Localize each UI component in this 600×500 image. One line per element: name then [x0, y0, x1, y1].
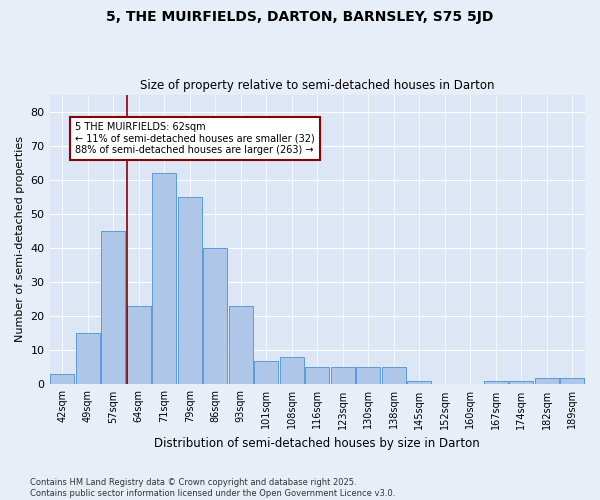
- Bar: [280, 357, 304, 384]
- Bar: [152, 173, 176, 384]
- Text: Contains HM Land Registry data © Crown copyright and database right 2025.
Contai: Contains HM Land Registry data © Crown c…: [30, 478, 395, 498]
- Bar: [560, 378, 584, 384]
- Bar: [484, 381, 508, 384]
- Title: Size of property relative to semi-detached houses in Darton: Size of property relative to semi-detach…: [140, 79, 494, 92]
- Bar: [305, 368, 329, 384]
- Bar: [101, 231, 125, 384]
- Bar: [254, 360, 278, 384]
- Text: 5, THE MUIRFIELDS, DARTON, BARNSLEY, S75 5JD: 5, THE MUIRFIELDS, DARTON, BARNSLEY, S75…: [106, 10, 494, 24]
- Bar: [203, 248, 227, 384]
- Bar: [535, 378, 559, 384]
- Bar: [407, 381, 431, 384]
- Bar: [178, 197, 202, 384]
- Bar: [229, 306, 253, 384]
- Text: 5 THE MUIRFIELDS: 62sqm
← 11% of semi-detached houses are smaller (32)
88% of se: 5 THE MUIRFIELDS: 62sqm ← 11% of semi-de…: [75, 122, 315, 155]
- Bar: [382, 368, 406, 384]
- Bar: [76, 334, 100, 384]
- Bar: [50, 374, 74, 384]
- Bar: [127, 306, 151, 384]
- Bar: [356, 368, 380, 384]
- Y-axis label: Number of semi-detached properties: Number of semi-detached properties: [15, 136, 25, 342]
- X-axis label: Distribution of semi-detached houses by size in Darton: Distribution of semi-detached houses by …: [154, 437, 480, 450]
- Bar: [509, 381, 533, 384]
- Bar: [331, 368, 355, 384]
